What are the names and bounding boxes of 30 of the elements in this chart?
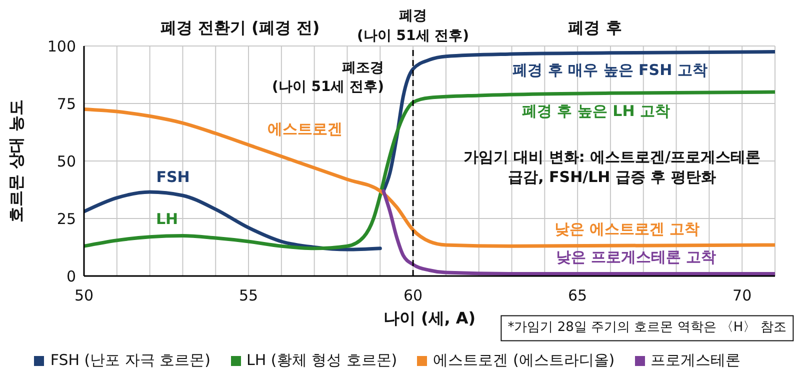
- annotation: LH: [156, 208, 178, 230]
- x-tick-label: 50: [74, 286, 94, 305]
- y-tick-label: 50: [56, 152, 76, 170]
- x-tick-label: 60: [404, 286, 423, 305]
- text: *가임기 28일 주기의 호르몬 역학은 〈H〉 참조: [500, 315, 794, 341]
- x-tick-label: 70: [732, 286, 752, 305]
- text: 폐경 전환기 (폐경 전): [160, 17, 320, 39]
- legend-label: LH (황체 형성 호르몬): [246, 351, 398, 370]
- annotation: FSH: [156, 166, 190, 188]
- legend-label: FSH (난포 자극 호르몬): [49, 351, 211, 370]
- x-tick-label: 55: [238, 286, 258, 305]
- text: 폐경 후: [568, 17, 622, 39]
- y-tick-label: 100: [47, 37, 76, 56]
- y-axis-title: 호르몬 상대 농도: [6, 99, 26, 223]
- annotation: 폐경 후 매우 높은 FSH 고착: [512, 60, 708, 80]
- legend-label: 프로게스테론: [650, 351, 741, 370]
- annotation: 낮은 프로게스테론 고착: [556, 246, 716, 268]
- y-tick-label: 25: [56, 210, 76, 228]
- ref-line-label: 폐경 (나이 51세 전후): [357, 8, 470, 44]
- x-tick-label: 65: [568, 286, 588, 305]
- y-tick-label: 75: [56, 94, 76, 113]
- line-series: [382, 189, 775, 276]
- annotation: 가임기 대비 변화: 에스트로겐/프로게스테론 급감, FSH/LH 급증 후 평탄화: [463, 146, 761, 188]
- x-axis-title: 나이 (세, A): [383, 308, 476, 328]
- y-tick-label: 0: [66, 267, 76, 286]
- annotation: 낮은 에스트로겐 고착: [554, 218, 700, 240]
- legend-label: 에스트로겐 (에스트라디올): [432, 351, 615, 370]
- annotation: 폐조경 (나이 51세 전후): [272, 59, 384, 97]
- annotation: 폐경 후 높은 LH 고착: [522, 100, 670, 122]
- annotation: 에스트로겐: [268, 118, 342, 140]
